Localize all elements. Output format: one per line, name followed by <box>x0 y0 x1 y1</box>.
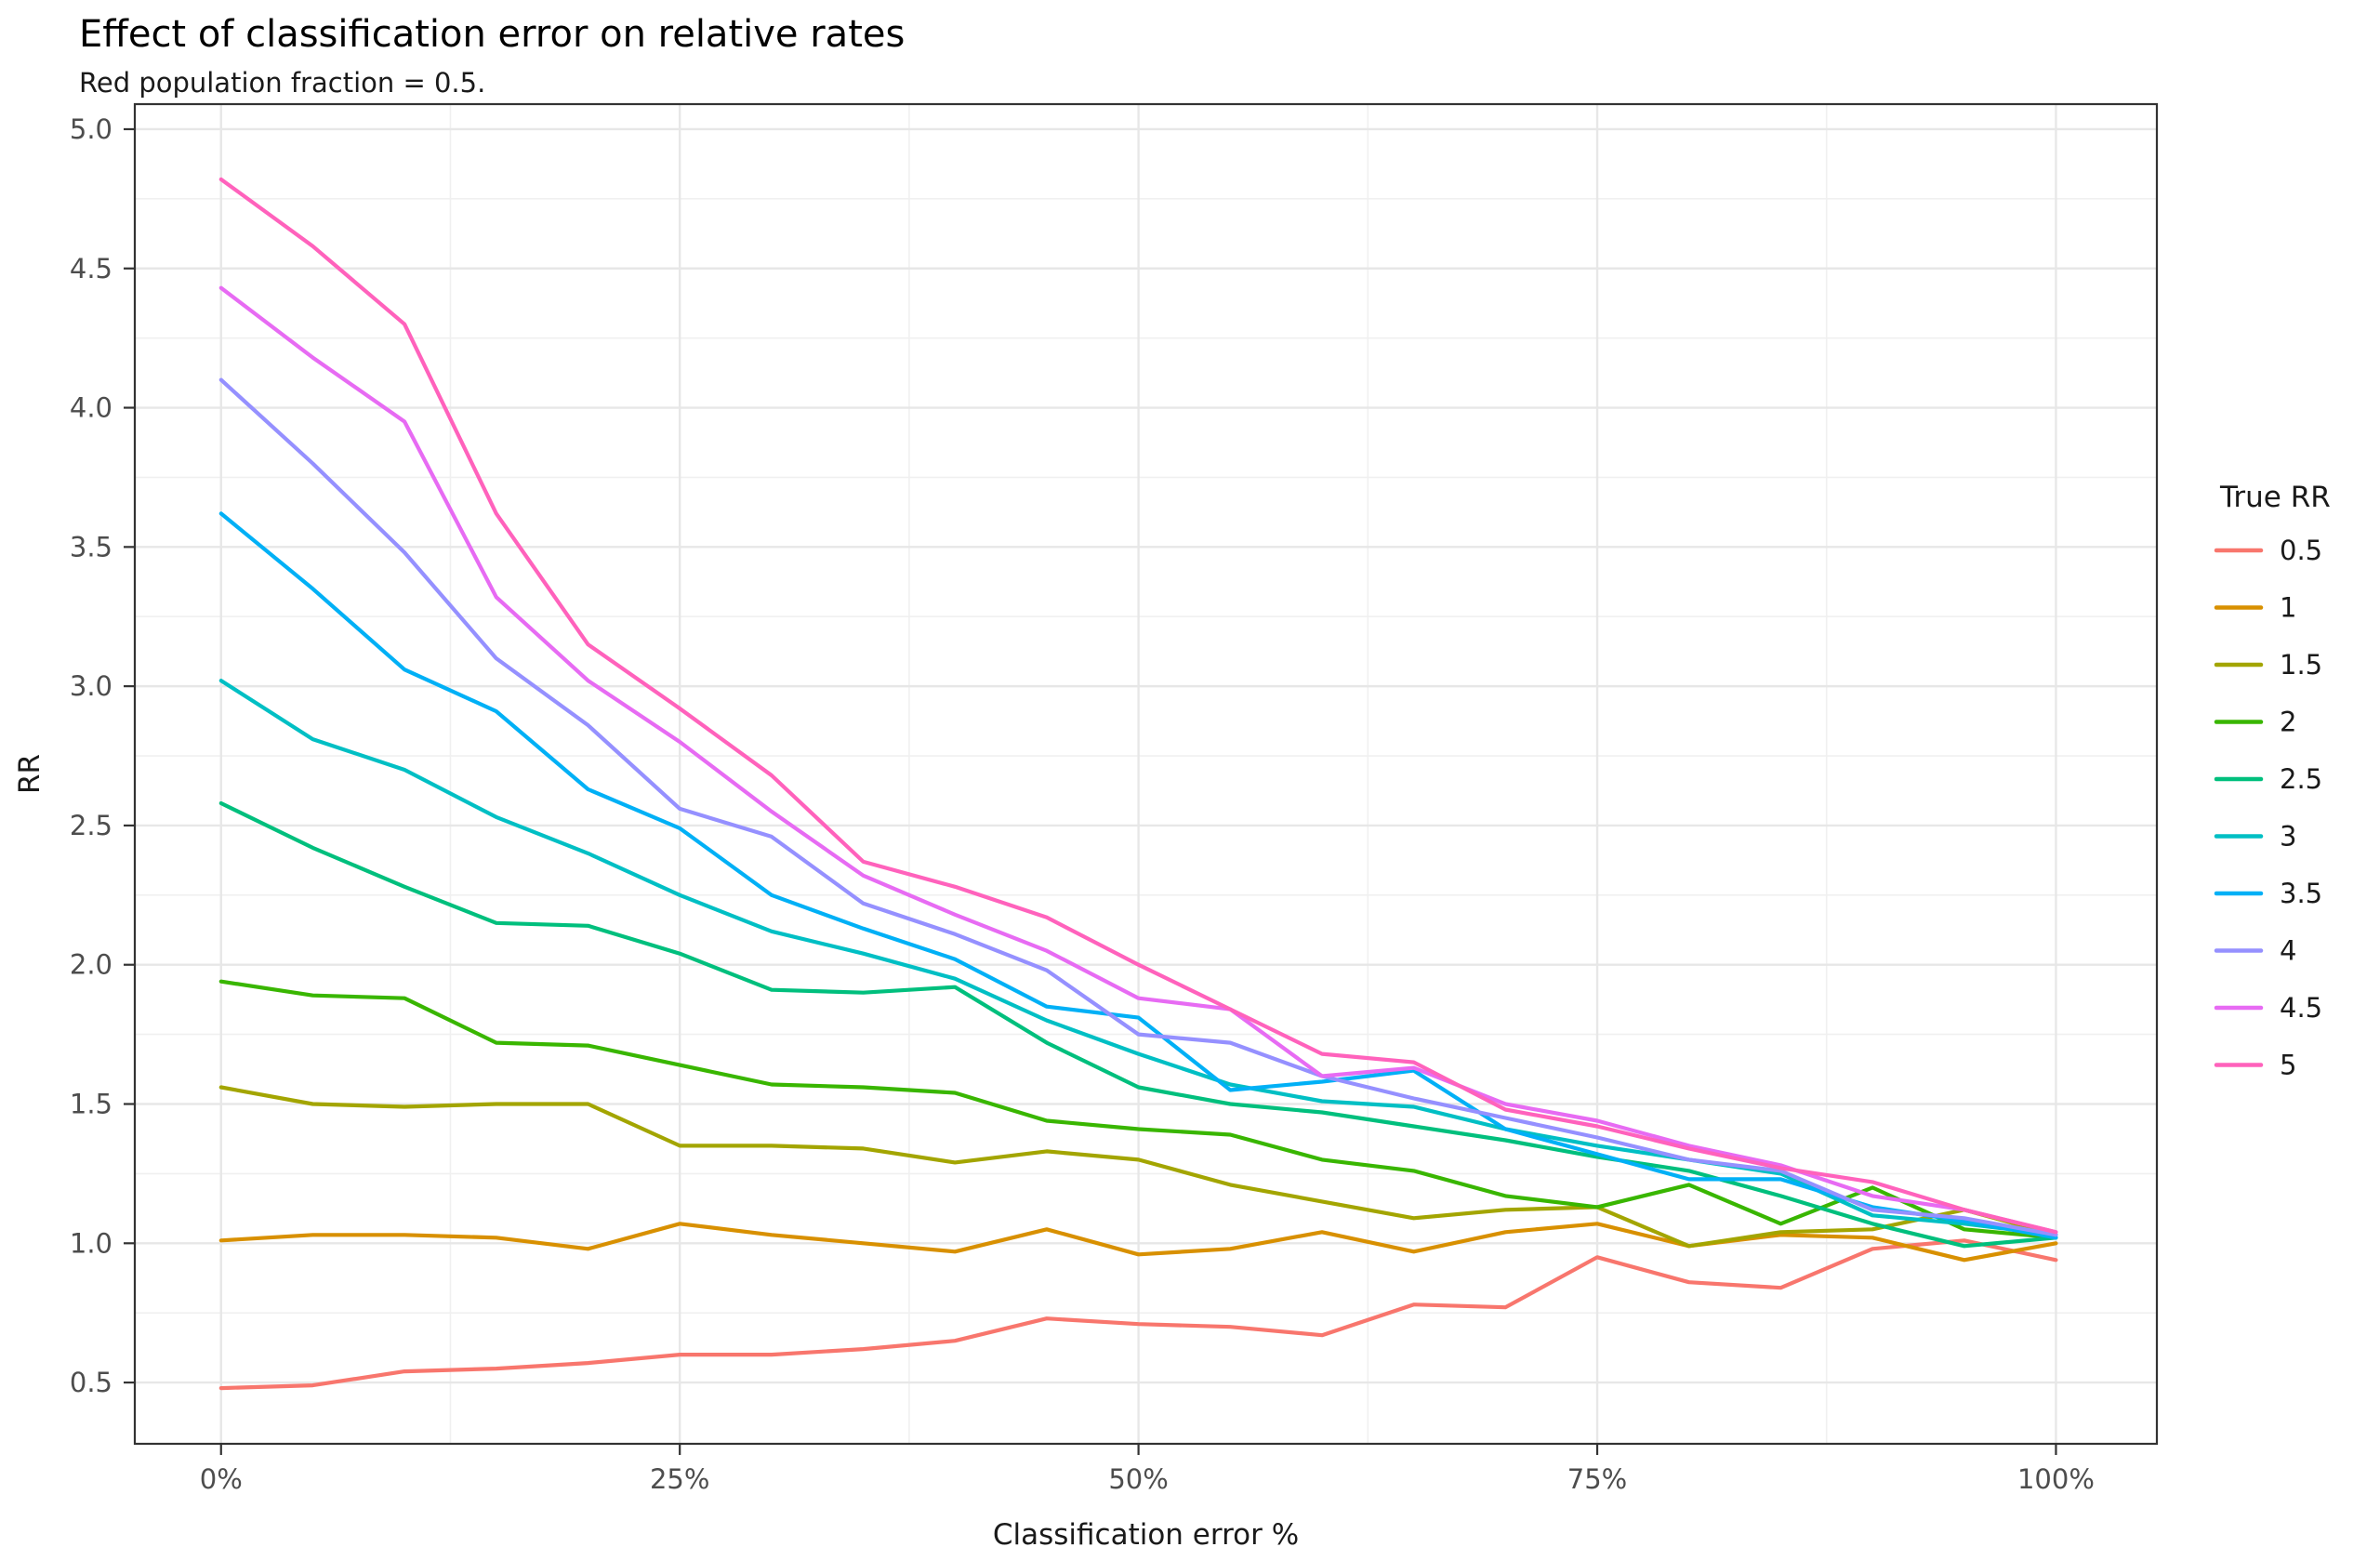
x-axis-title: Classification error % <box>993 1518 1299 1547</box>
plot-panel <box>135 104 2157 1444</box>
legend-label-2: 2 <box>2280 707 2296 738</box>
legend-title: True RR <box>2219 481 2331 514</box>
x-tick-label: 25% <box>650 1463 709 1495</box>
x-tick-label: 100% <box>2017 1463 2095 1495</box>
panel-border <box>133 102 2159 1446</box>
legend-label-4.5: 4.5 <box>2280 992 2322 1024</box>
series-line-0.5 <box>218 1238 2058 1391</box>
y-tick-label: 1.5 <box>70 1089 112 1120</box>
y-tick-label: 5.0 <box>70 113 112 145</box>
series-line-3.5 <box>218 511 2058 1240</box>
legend-label-2.5: 2.5 <box>2280 763 2322 795</box>
chart-subtitle: Red population fraction = 0.5. <box>79 67 486 99</box>
chart-title: Effect of classification error on relati… <box>79 13 906 56</box>
y-tick-label: 4.5 <box>70 253 112 284</box>
legend-label-0.5: 0.5 <box>2280 535 2322 566</box>
series-line-5 <box>218 177 2058 1235</box>
legend-label-1.5: 1.5 <box>2280 649 2322 681</box>
legend-label-3: 3 <box>2280 821 2296 853</box>
y-tick-label: 4.0 <box>70 392 112 424</box>
y-axis-title: RR <box>13 754 46 794</box>
y-tick-label: 2.0 <box>70 949 112 981</box>
series-line-2.5 <box>218 800 2058 1249</box>
y-tick-label: 3.5 <box>70 531 112 562</box>
y-tick-label: 2.5 <box>70 810 112 841</box>
x-tick-label: 0% <box>200 1463 243 1495</box>
series-line-4.5 <box>218 285 2058 1235</box>
y-tick-label: 0.5 <box>70 1367 112 1398</box>
legend-label-3.5: 3.5 <box>2280 878 2322 909</box>
series-line-1.5 <box>218 1085 2058 1249</box>
legend-label-4: 4 <box>2280 935 2296 967</box>
y-tick-label: 3.0 <box>70 670 112 702</box>
series-line-4 <box>218 377 2058 1237</box>
x-tick-label: 50% <box>1108 1463 1168 1495</box>
series-line-2 <box>218 979 2058 1240</box>
legend-label-1: 1 <box>2280 592 2296 624</box>
y-tick-label: 1.0 <box>70 1227 112 1259</box>
legend-label-5: 5 <box>2280 1050 2296 1081</box>
x-tick-label: 75% <box>1567 1463 1627 1495</box>
